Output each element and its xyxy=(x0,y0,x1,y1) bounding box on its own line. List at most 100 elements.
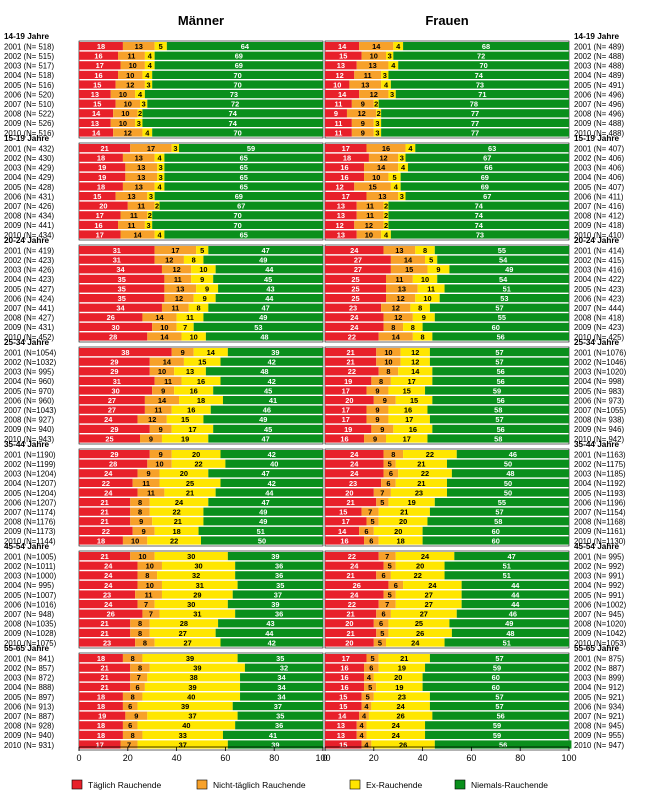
bar-ex xyxy=(142,692,241,701)
bar-value-label: 28 xyxy=(109,332,117,341)
bar-nondaily xyxy=(142,313,177,322)
bar-value-label: 43 xyxy=(266,284,274,293)
bar-never xyxy=(144,90,323,99)
bar-never xyxy=(208,303,323,312)
row-label-men: 2005 (N= 427) xyxy=(4,285,54,294)
bar-value-label: 3 xyxy=(388,52,392,61)
bar-value-label: 60 xyxy=(492,527,500,536)
bar-ex xyxy=(376,682,423,691)
bar-value-label: 55 xyxy=(498,246,506,255)
bar-value-label: 6 xyxy=(381,571,385,580)
bar-daily xyxy=(79,609,143,618)
bar-value-label: 6 xyxy=(364,527,368,536)
row-label-men: 2002 (N= 430) xyxy=(4,154,54,163)
bar-value-label: 50 xyxy=(258,536,266,545)
bar-nondaily xyxy=(378,332,413,341)
bar-value-label: 59 xyxy=(493,731,501,740)
bar-never xyxy=(235,721,323,730)
bar-daily xyxy=(79,386,153,395)
group-title-women: 15-19 Jahre xyxy=(574,134,620,143)
bar-value-label: 21 xyxy=(101,673,109,682)
bar-value-label: 13 xyxy=(186,367,194,376)
bar-daily xyxy=(325,80,350,89)
bar-value-label: 20 xyxy=(192,450,200,459)
group-title-women: 14-19 Jahre xyxy=(574,32,620,41)
bar-value-label: 9 xyxy=(146,469,150,478)
bar-ex xyxy=(149,663,245,672)
bar-never xyxy=(164,172,323,181)
bar-value-label: 13 xyxy=(337,202,345,211)
bar-value-label: 8 xyxy=(196,304,200,313)
bar-nondaily xyxy=(161,303,189,312)
group-title-men: 55-65 Jahre xyxy=(4,644,50,653)
row-label-men: 2004 (N= 423) xyxy=(4,275,54,284)
bar-ex xyxy=(395,561,445,570)
bar-value-label: 49 xyxy=(259,256,267,265)
bar-value-label: 24 xyxy=(421,552,430,561)
bar-daily xyxy=(79,561,138,570)
bar-never xyxy=(427,405,569,414)
bar-ex xyxy=(398,153,406,162)
bar-value-label: 10 xyxy=(372,173,380,182)
bar-value-label: 48 xyxy=(260,367,268,376)
bar-daily xyxy=(79,255,155,264)
bar-value-label: 17 xyxy=(342,192,350,201)
bar-nondaily xyxy=(122,536,148,545)
bar-value-label: 10 xyxy=(138,552,146,561)
row-label-men: 2010 (N= 516) xyxy=(4,129,54,138)
bar-nondaily xyxy=(383,469,399,478)
bar-ex xyxy=(373,673,423,682)
bar-value-label: 59 xyxy=(493,386,501,395)
bar-nondaily xyxy=(364,172,389,181)
bar-value-label: 3 xyxy=(390,90,394,99)
bar-ex xyxy=(137,721,236,730)
bar-daily xyxy=(79,415,138,424)
bar-nondaily xyxy=(361,740,372,749)
bar-value-label: 23 xyxy=(349,304,357,313)
row-label-men: 2001 (N= 518) xyxy=(4,42,54,51)
bar-value-label: 14 xyxy=(404,256,413,265)
row-label-women: 2010 (N= 942) xyxy=(574,435,624,444)
bar-never xyxy=(439,294,569,303)
bar-value-label: 19 xyxy=(395,683,403,692)
bar-value-label: 22 xyxy=(348,552,356,561)
bar-value-label: 29 xyxy=(110,367,118,376)
bar-value-label: 13 xyxy=(368,61,376,70)
bar-ex xyxy=(398,469,452,478)
bar-value-label: 31 xyxy=(113,256,121,265)
bar-value-label: 5 xyxy=(366,692,370,701)
bar-never xyxy=(237,580,323,589)
bar-never xyxy=(449,265,569,274)
bar-daily xyxy=(79,673,131,682)
bar-nondaily xyxy=(120,740,138,749)
bar-value-label: 17 xyxy=(147,144,155,153)
bar-daily xyxy=(79,434,140,443)
bar-daily xyxy=(325,526,360,535)
bar-daily xyxy=(79,294,165,303)
bar-value-label: 13 xyxy=(398,284,406,293)
bar-ex xyxy=(181,376,221,385)
bar-value-label: 16 xyxy=(190,386,198,395)
bar-value-label: 14 xyxy=(92,109,101,118)
bar-value-label: 49 xyxy=(505,265,513,274)
row-label-women: 2002 (N= 887) xyxy=(574,664,624,673)
bar-value-label: 2 xyxy=(155,202,159,211)
bar-daily xyxy=(79,230,121,239)
bar-daily xyxy=(325,51,362,60)
bar-nondaily xyxy=(125,163,158,172)
bar-daily xyxy=(79,517,131,526)
bar-never xyxy=(427,517,569,526)
bar-nondaily xyxy=(383,322,404,331)
bar-daily xyxy=(325,357,377,366)
bar-value-label: 12 xyxy=(397,294,405,303)
bar-value-label: 4 xyxy=(384,230,389,239)
bar-nondaily xyxy=(376,498,389,507)
bar-value-label: 24 xyxy=(104,469,113,478)
bar-ex xyxy=(154,42,167,51)
bar-value-label: 15 xyxy=(339,702,347,711)
bar-daily xyxy=(79,284,165,293)
bar-value-label: 40 xyxy=(187,692,195,701)
row-label-women: 2001 (N= 407) xyxy=(574,144,624,153)
row-label-women: 2009 (N=1042) xyxy=(574,629,627,638)
bar-value-label: 10 xyxy=(129,61,137,70)
